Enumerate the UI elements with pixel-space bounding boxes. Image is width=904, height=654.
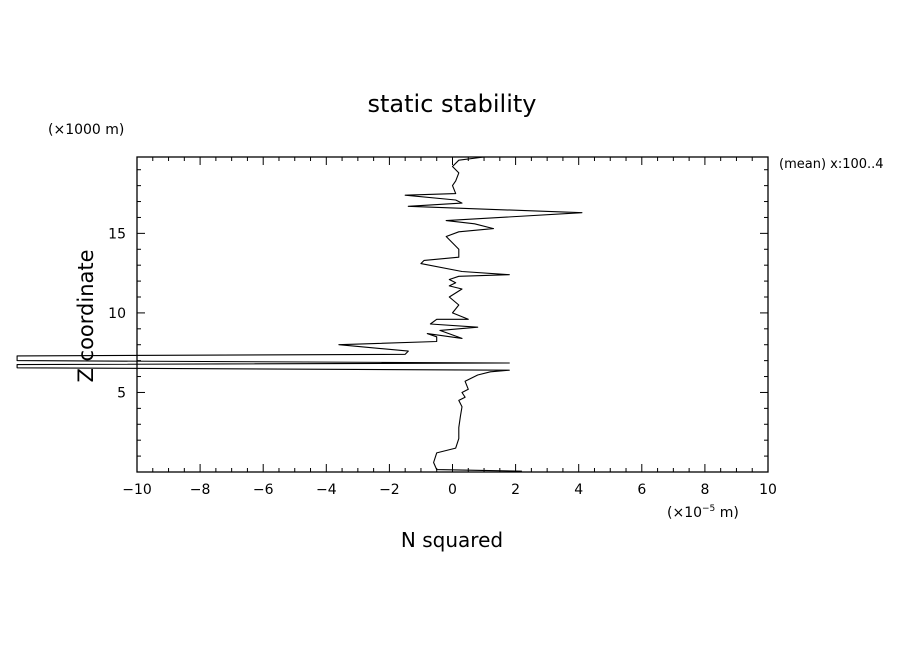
x-tick-label: −2 xyxy=(379,482,400,498)
chart-title: static stability xyxy=(368,90,537,118)
x-tick-label: 2 xyxy=(511,482,520,498)
x-tick-label: −6 xyxy=(253,482,274,498)
y-unit-label: (×1000 m) xyxy=(48,122,124,138)
x-unit-label: (×10−5 m) xyxy=(667,504,739,521)
x-tick-label: 6 xyxy=(637,482,646,498)
n-squared-profile-line xyxy=(16,156,583,472)
x-tick-label: 10 xyxy=(759,482,777,498)
plot-frame xyxy=(136,156,769,473)
x-tick-label: −8 xyxy=(190,482,211,498)
x-axis-label: N squared xyxy=(401,528,503,552)
y-axis-label: Z coordinate xyxy=(74,249,98,382)
y-tick-label: 15 xyxy=(108,226,126,242)
series-group xyxy=(16,156,583,472)
axis-tick-labels: −10 −8 −6 −4 −2 0 2 4 6 8 10 5 10 15 xyxy=(108,226,777,498)
y-tick-label: 5 xyxy=(117,385,126,401)
axis-ticks xyxy=(136,157,769,472)
x-tick-label: −10 xyxy=(122,482,152,498)
x-tick-label: 8 xyxy=(700,482,709,498)
x-tick-label: 4 xyxy=(574,482,583,498)
mean-annotation: (mean) x:100..4 xyxy=(779,157,884,172)
x-tick-label: −4 xyxy=(316,482,337,498)
x-tick-label: 0 xyxy=(448,482,457,498)
y-tick-label: 10 xyxy=(108,306,126,322)
